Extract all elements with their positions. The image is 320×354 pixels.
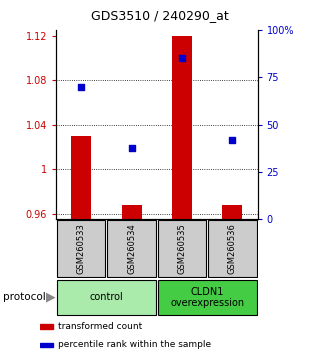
Bar xyxy=(172,36,192,219)
Bar xyxy=(122,205,142,219)
Text: percentile rank within the sample: percentile rank within the sample xyxy=(58,340,211,349)
Text: GSM260535: GSM260535 xyxy=(178,223,187,274)
Point xyxy=(180,56,185,61)
Text: protocol: protocol xyxy=(3,292,46,302)
Bar xyxy=(40,343,52,347)
Text: GSM260534: GSM260534 xyxy=(127,223,136,274)
Bar xyxy=(158,220,206,277)
Bar xyxy=(57,280,156,315)
Text: ▶: ▶ xyxy=(46,291,56,304)
Text: GSM260533: GSM260533 xyxy=(77,223,86,274)
Text: GDS3510 / 240290_at: GDS3510 / 240290_at xyxy=(91,9,229,22)
Text: GSM260536: GSM260536 xyxy=(228,223,237,274)
Text: control: control xyxy=(90,292,123,302)
Point xyxy=(230,137,235,143)
Bar xyxy=(40,324,52,329)
Point xyxy=(129,145,134,150)
Bar xyxy=(222,205,243,219)
Bar xyxy=(71,136,91,219)
Text: CLDN1
overexpression: CLDN1 overexpression xyxy=(170,286,244,308)
Text: transformed count: transformed count xyxy=(58,322,142,331)
Point xyxy=(79,84,84,90)
Bar xyxy=(158,280,257,315)
Bar xyxy=(108,220,156,277)
Bar xyxy=(208,220,257,277)
Bar xyxy=(57,220,105,277)
